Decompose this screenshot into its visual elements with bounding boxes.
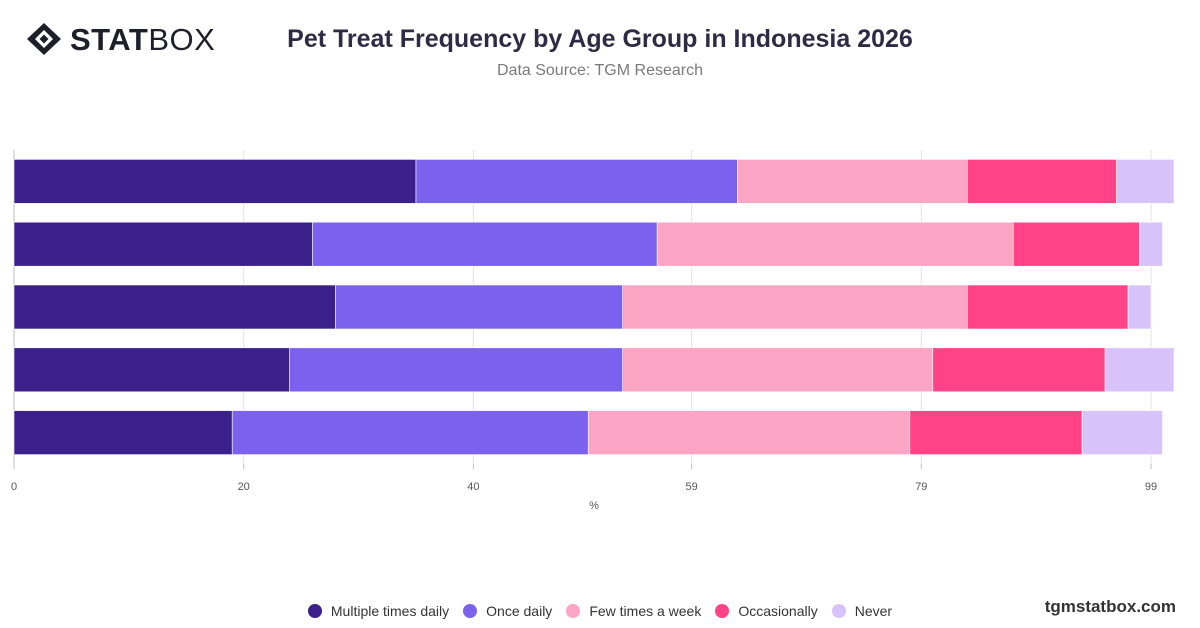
bar-segment (656, 221, 1014, 267)
bar-segment (1139, 221, 1163, 267)
x-tick-label: 59 (685, 481, 697, 493)
x-tick-label: 40 (467, 481, 479, 493)
legend-label: Few times a week (589, 603, 702, 619)
chart-subtitle: Data Source: TGM Research (496, 62, 703, 79)
bar-segment (13, 347, 290, 393)
bar-segment (312, 221, 658, 267)
bar-segment (966, 284, 1129, 330)
bar-segment (13, 221, 313, 267)
bar-segment (587, 410, 911, 455)
legend-swatch (831, 604, 846, 618)
bar-segment (1104, 347, 1175, 393)
bar-segment (13, 159, 417, 204)
x-tick-label: 20 (238, 481, 250, 493)
chart-legend: Multiple times daily Once daily Few times … (0, 603, 1200, 619)
bar-segment (335, 284, 624, 330)
bar-segment (932, 347, 1106, 393)
bar-segment (1012, 221, 1140, 267)
bar-segment (622, 284, 968, 330)
legend-label: Once daily (486, 603, 553, 619)
logo-text-bold: STAT (70, 21, 149, 57)
logo-wordmark: STATBOX (70, 24, 215, 55)
bar-segment (13, 410, 233, 455)
x-tick-label: 99 (1145, 481, 1157, 493)
bar-segment (966, 159, 1117, 204)
bar-segment (13, 284, 336, 330)
legend-item[interactable]: Occasionally (715, 603, 818, 619)
bar-segment (1081, 410, 1163, 455)
statbox-logo: STATBOX (26, 22, 215, 56)
legend-item[interactable]: Multiple times daily (307, 603, 450, 619)
bar-segment (737, 159, 968, 204)
legend-swatch (307, 604, 322, 618)
bar-segment (415, 159, 738, 204)
legend-swatch (715, 604, 730, 618)
bar-segment (1116, 159, 1175, 204)
x-tick-label: 0 (11, 481, 17, 493)
bar-segment (1127, 284, 1152, 330)
bar-segment (622, 347, 934, 393)
x-axis-title: % (589, 500, 599, 512)
bar-segment (231, 410, 589, 455)
legend-item[interactable]: Never (831, 603, 893, 619)
stacked-bar-chart: 0 20 40 59 79 99% (11, 150, 1175, 512)
legend-label: Occasionally (738, 603, 818, 619)
bar-segment (909, 410, 1083, 455)
legend-label: Multiple times daily (330, 603, 450, 619)
statbox-diamond-icon (27, 23, 61, 55)
x-tick-label: 79 (915, 481, 927, 493)
legend-label: Never (854, 603, 893, 619)
legend-swatch (566, 604, 581, 618)
footer-brand: tgmstatbox.com (1044, 597, 1176, 616)
legend-swatch (463, 604, 478, 618)
logo-text-light: BOX (148, 21, 216, 57)
chart-title: Pet Treat Frequency by Age Group in Indo… (287, 25, 913, 53)
legend-item[interactable]: Once daily (463, 603, 552, 619)
legend-item[interactable]: Few times a week (566, 603, 701, 619)
bar-segment (289, 347, 624, 393)
